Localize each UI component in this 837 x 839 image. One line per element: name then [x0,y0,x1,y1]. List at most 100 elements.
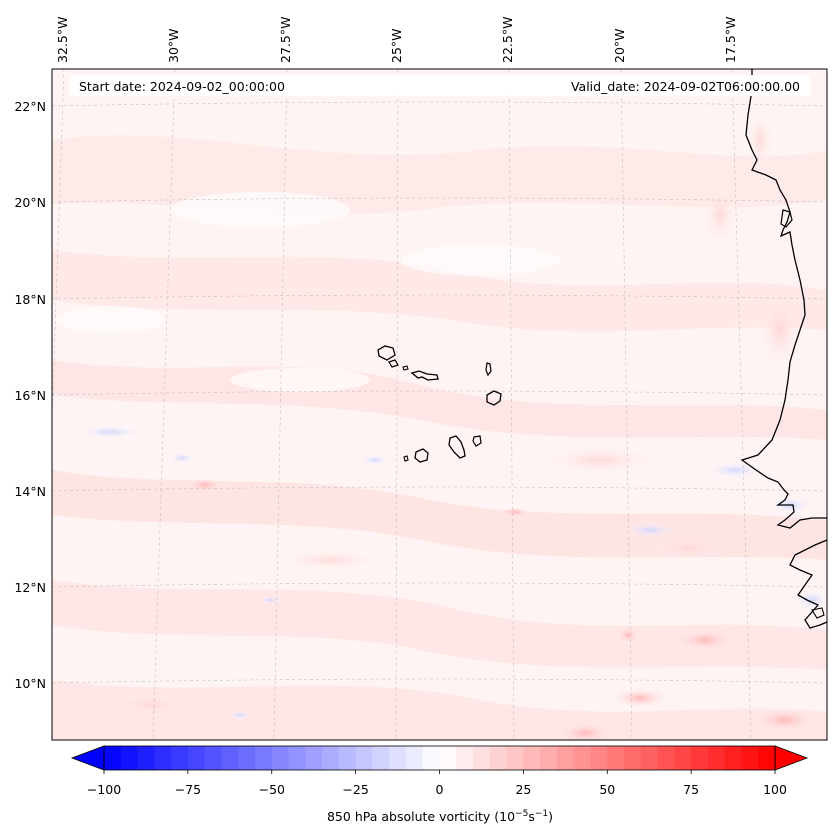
vorticity-blob [758,290,802,370]
vorticity-blob [189,478,221,492]
vorticity-band [52,580,827,670]
vorticity-field [52,69,827,740]
colorbar-segment [707,746,726,770]
colorbar-segment [422,746,440,770]
longitude-gridline [273,69,288,740]
colorbar-segment [137,746,155,770]
map-panel: Start date: 2024-09-02_00:00:00 Valid_da… [14,17,828,741]
latitude-labels: 22°N 20°N 18°N 16°N 14°N 12°N 10°N [14,99,46,691]
colorbar-segment [523,746,541,770]
colorbar-label: 850 hPa absolute vorticity (10−5s−1) [327,809,553,824]
colorbar-label-mid: s [528,809,535,824]
colorbar-segment [305,746,323,770]
vorticity-blob [280,550,380,570]
colorbar-segment [221,746,239,770]
vorticity-band [52,250,827,332]
latitude-gridline [52,678,827,684]
vorticity-blob [540,446,660,474]
latitude-gridline [52,294,827,300]
vorticity-blob [559,723,611,740]
lon-tick-label: 17.5°W [723,17,738,63]
island-maio [472,435,482,447]
lon-tick-label: 27.5°W [278,17,293,63]
colorbar-segments [104,746,776,770]
coastline-island [811,607,825,619]
colorbar-segment [439,746,457,770]
vorticity-blob [230,711,250,719]
colorbar-tick-label: −50 [259,782,285,797]
longitude-gridline [508,69,515,740]
longitude-gridline [731,69,752,740]
colorbar-tick-label: 0 [436,782,444,797]
colorbar-segment [573,746,591,770]
lon-tick-label: 20°W [612,28,627,63]
island-brava [403,455,409,462]
start-date-label: Start date: 2024-09-02_00:00:00 [79,79,285,94]
colorbar-segment [104,746,122,770]
colorbar-tick-label: −75 [175,782,201,797]
colorbar-label-exp2: −1 [535,809,548,819]
colorbar-segment [254,746,273,770]
colorbar-segment [372,746,390,770]
vorticity-blob [755,709,815,731]
colorbar-segment [154,746,172,770]
colorbar-segment [456,746,474,770]
island-santa-luzia [402,365,409,371]
colorbar-segment [288,746,306,770]
lon-tick-label: 30°W [166,28,181,63]
coastline-africa [789,539,827,629]
colorbar-tick-label: 75 [683,782,699,797]
vorticity-blob [230,368,370,392]
colorbar-min-arrow [70,745,105,771]
lon-tick-label: 25°W [389,28,404,63]
latitude-gridline [52,197,827,203]
colorbar-segment [271,746,289,770]
colorbar-segment [590,746,608,770]
lat-tick-label: 22°N [14,99,46,114]
colorbar-segment [540,746,558,770]
colorbar-tick-labels: −100 −75 −50 −25 0 25 50 75 100 [87,782,787,797]
colorbar-segment [389,746,407,770]
colorbar-label-main: 850 hPa absolute vorticity (10 [327,809,515,824]
colorbar-segment [657,746,675,770]
vorticity-blob [618,626,638,644]
island-fogo [414,448,429,463]
lat-tick-label: 20°N [14,195,46,210]
vorticity-blob [677,630,733,650]
lat-tick-label: 10°N [14,676,46,691]
vorticity-blob [501,507,529,517]
colorbar-segment [120,746,138,770]
lon-tick-label: 32.5°W [55,17,70,63]
vorticity-blob [170,453,194,463]
colorbar-segment [187,746,206,770]
colorbar-segment [204,746,222,770]
colorbar-tick-label: 50 [599,782,615,797]
colorbar-segment [758,746,776,770]
colorbar-segment [171,746,189,770]
vorticity-band [52,470,827,560]
island-boa-vista [486,390,502,406]
lon-tick-label: 22.5°W [500,17,515,63]
lat-tick-label: 16°N [14,388,46,403]
island-sal [485,362,492,377]
vorticity-blob [707,462,763,478]
colorbar-ticks [103,770,776,774]
vorticity-blob [110,693,190,717]
colorbar-tick-label: −100 [87,782,121,797]
latitude-gridline [52,582,827,588]
colorbar-segment [741,746,759,770]
colorbar-segment [640,746,658,770]
colorbar-tick-label: 25 [515,782,531,797]
island-santo-antao [377,345,396,361]
coastline-africa [740,69,827,529]
lat-tick-label: 12°N [14,580,46,595]
colorbar-segment [674,746,692,770]
island-sao-vicente [388,359,399,368]
vorticity-blob [612,688,668,708]
longitude-gridline [395,69,399,740]
colorbar-segment [473,746,491,770]
colorbar-segment [489,746,507,770]
vorticity-blob [650,536,730,560]
lat-tick-label: 18°N [14,292,46,307]
